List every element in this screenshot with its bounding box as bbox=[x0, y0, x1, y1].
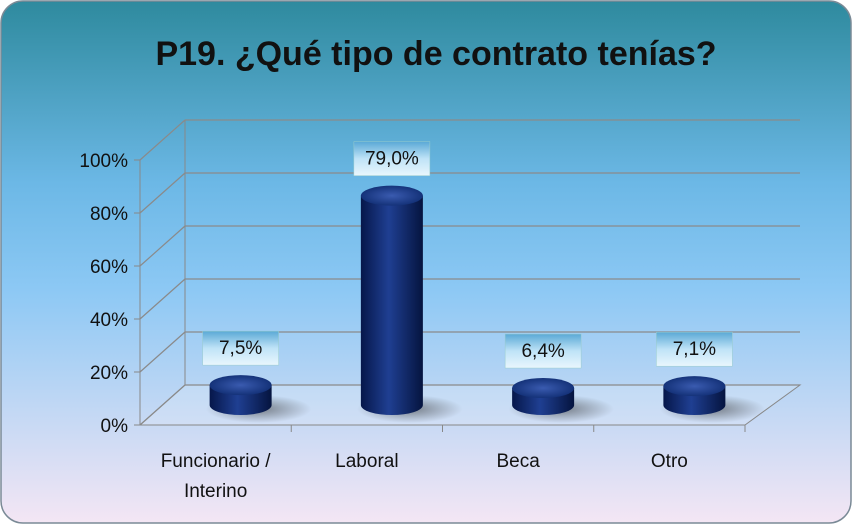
bar-top bbox=[512, 378, 575, 399]
grid-line-side bbox=[139, 119, 186, 161]
y-tick-label: 40% bbox=[90, 310, 128, 331]
bar-top bbox=[360, 185, 423, 206]
data-label-box bbox=[202, 330, 279, 366]
bar-top bbox=[209, 375, 272, 396]
y-tick-label: 80% bbox=[90, 204, 128, 225]
grid-line-side bbox=[139, 384, 186, 426]
grid-line-side bbox=[139, 172, 186, 214]
x-tick-label: Funcionario / Interino bbox=[160, 451, 271, 502]
y-tick-label: 100% bbox=[79, 151, 128, 172]
grid-line-side bbox=[139, 331, 186, 373]
data-label: 79,0% bbox=[365, 149, 419, 170]
y-tick-label: 60% bbox=[90, 257, 128, 278]
bar bbox=[360, 195, 423, 415]
y-tick-label: 0% bbox=[101, 416, 129, 437]
data-label: 6,4% bbox=[521, 341, 564, 362]
x-tick-label: Beca bbox=[496, 451, 540, 472]
y-tick-label: 20% bbox=[90, 363, 128, 384]
data-label-box bbox=[353, 141, 431, 176]
chart-title: P19. ¿Qué tipo de contrato tenías? bbox=[155, 35, 716, 73]
data-label: 7,5% bbox=[219, 338, 262, 359]
x-tick-label: Laboral bbox=[335, 451, 399, 472]
data-label-box bbox=[656, 331, 733, 367]
data-label-box bbox=[504, 333, 582, 369]
x-tick-label: Otro bbox=[650, 451, 688, 472]
grid-line-side bbox=[139, 225, 186, 267]
data-label: 7,1% bbox=[673, 339, 716, 360]
bar-top bbox=[663, 376, 726, 397]
grid-line-side bbox=[139, 278, 186, 320]
